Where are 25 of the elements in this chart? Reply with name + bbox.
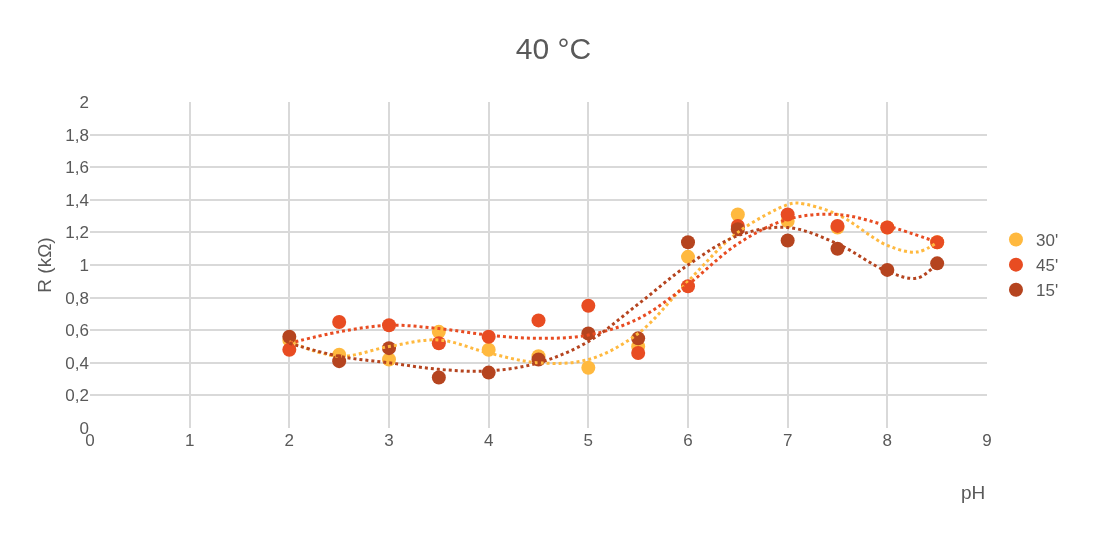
chart-title: 40 °C (515, 31, 592, 65)
x-tick-label: 8 (882, 431, 893, 450)
legend-label: 45' (1035, 256, 1059, 276)
y-tick-label: 1,6 (65, 158, 89, 178)
y-axis-title: R (kΩ) (34, 237, 56, 293)
x-tick-label: 2 (284, 431, 295, 450)
y-tick-label: 1,2 (65, 223, 89, 243)
y-tick-label: 1,8 (65, 125, 89, 145)
y-tick-label: 1 (79, 255, 89, 275)
legend-label: 30' (1035, 231, 1059, 251)
y-tick-label: 0,4 (65, 353, 89, 373)
y-tick-label: 1,4 (65, 190, 89, 210)
x-tick-label: 5 (583, 431, 594, 450)
x-axis-title: pH (961, 482, 986, 503)
y-tick-label: 0,2 (65, 386, 89, 406)
y-tick-label: 2 (79, 92, 89, 112)
x-tick-label: 4 (483, 431, 494, 450)
x-tick-label: 7 (782, 431, 793, 450)
x-tick-label: 6 (683, 431, 693, 450)
x-tick-label: 3 (384, 431, 394, 450)
legend-label: 15' (1035, 281, 1059, 301)
y-tick-label: 0,8 (65, 288, 89, 308)
y-tick-label: 0,6 (65, 321, 89, 341)
x-tick-label: 1 (184, 431, 195, 450)
x-tick-label: 9 (982, 431, 992, 450)
